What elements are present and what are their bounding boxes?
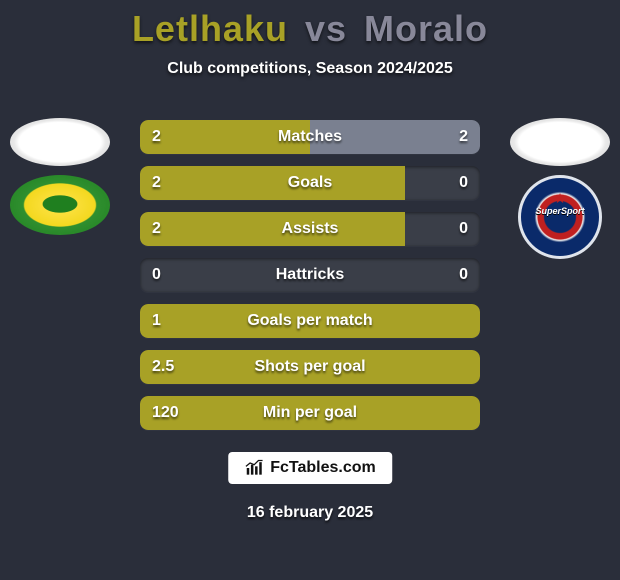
comparison-title: Letlhaku vs Moralo — [0, 0, 620, 50]
vs-text: vs — [299, 8, 353, 49]
stat-label: Matches — [140, 120, 480, 154]
supersport-badge: ★ SuperSport — [518, 175, 602, 259]
stat-label: Hattricks — [140, 258, 480, 292]
player1-avatar-placeholder — [10, 118, 110, 166]
chart-icon — [244, 458, 264, 478]
player2-name: Moralo — [364, 8, 488, 49]
stat-label: Goals per match — [140, 304, 480, 338]
stat-label: Min per goal — [140, 396, 480, 430]
stat-row: 22Matches — [140, 120, 480, 154]
subtitle: Club competitions, Season 2024/2025 — [0, 60, 620, 78]
stat-row: 2.5Shots per goal — [140, 350, 480, 384]
stat-row: 20Assists — [140, 212, 480, 246]
supersport-inner-text: SuperSport — [521, 206, 599, 216]
date-text: 16 february 2025 — [0, 504, 620, 522]
player2-avatar-placeholder — [510, 118, 610, 166]
stat-label: Shots per goal — [140, 350, 480, 384]
stat-row: 120Min per goal — [140, 396, 480, 430]
stat-row: 00Hattricks — [140, 258, 480, 292]
stats-bars: 22Matches 20Goals 20Assists 00Hattricks 1Goa… — [140, 120, 480, 442]
stat-row: 20Goals — [140, 166, 480, 200]
club-logo-right: ★ SuperSport — [510, 175, 610, 259]
club-logo-left — [10, 175, 110, 235]
stat-label: Goals — [140, 166, 480, 200]
star-icon: ★ — [521, 190, 599, 207]
stat-label: Assists — [140, 212, 480, 246]
sundowns-badge — [10, 175, 110, 235]
watermark-text: FcTables.com — [270, 459, 376, 477]
player1-name: Letlhaku — [132, 8, 288, 49]
watermark: FcTables.com — [228, 452, 392, 484]
stat-row: 1Goals per match — [140, 304, 480, 338]
